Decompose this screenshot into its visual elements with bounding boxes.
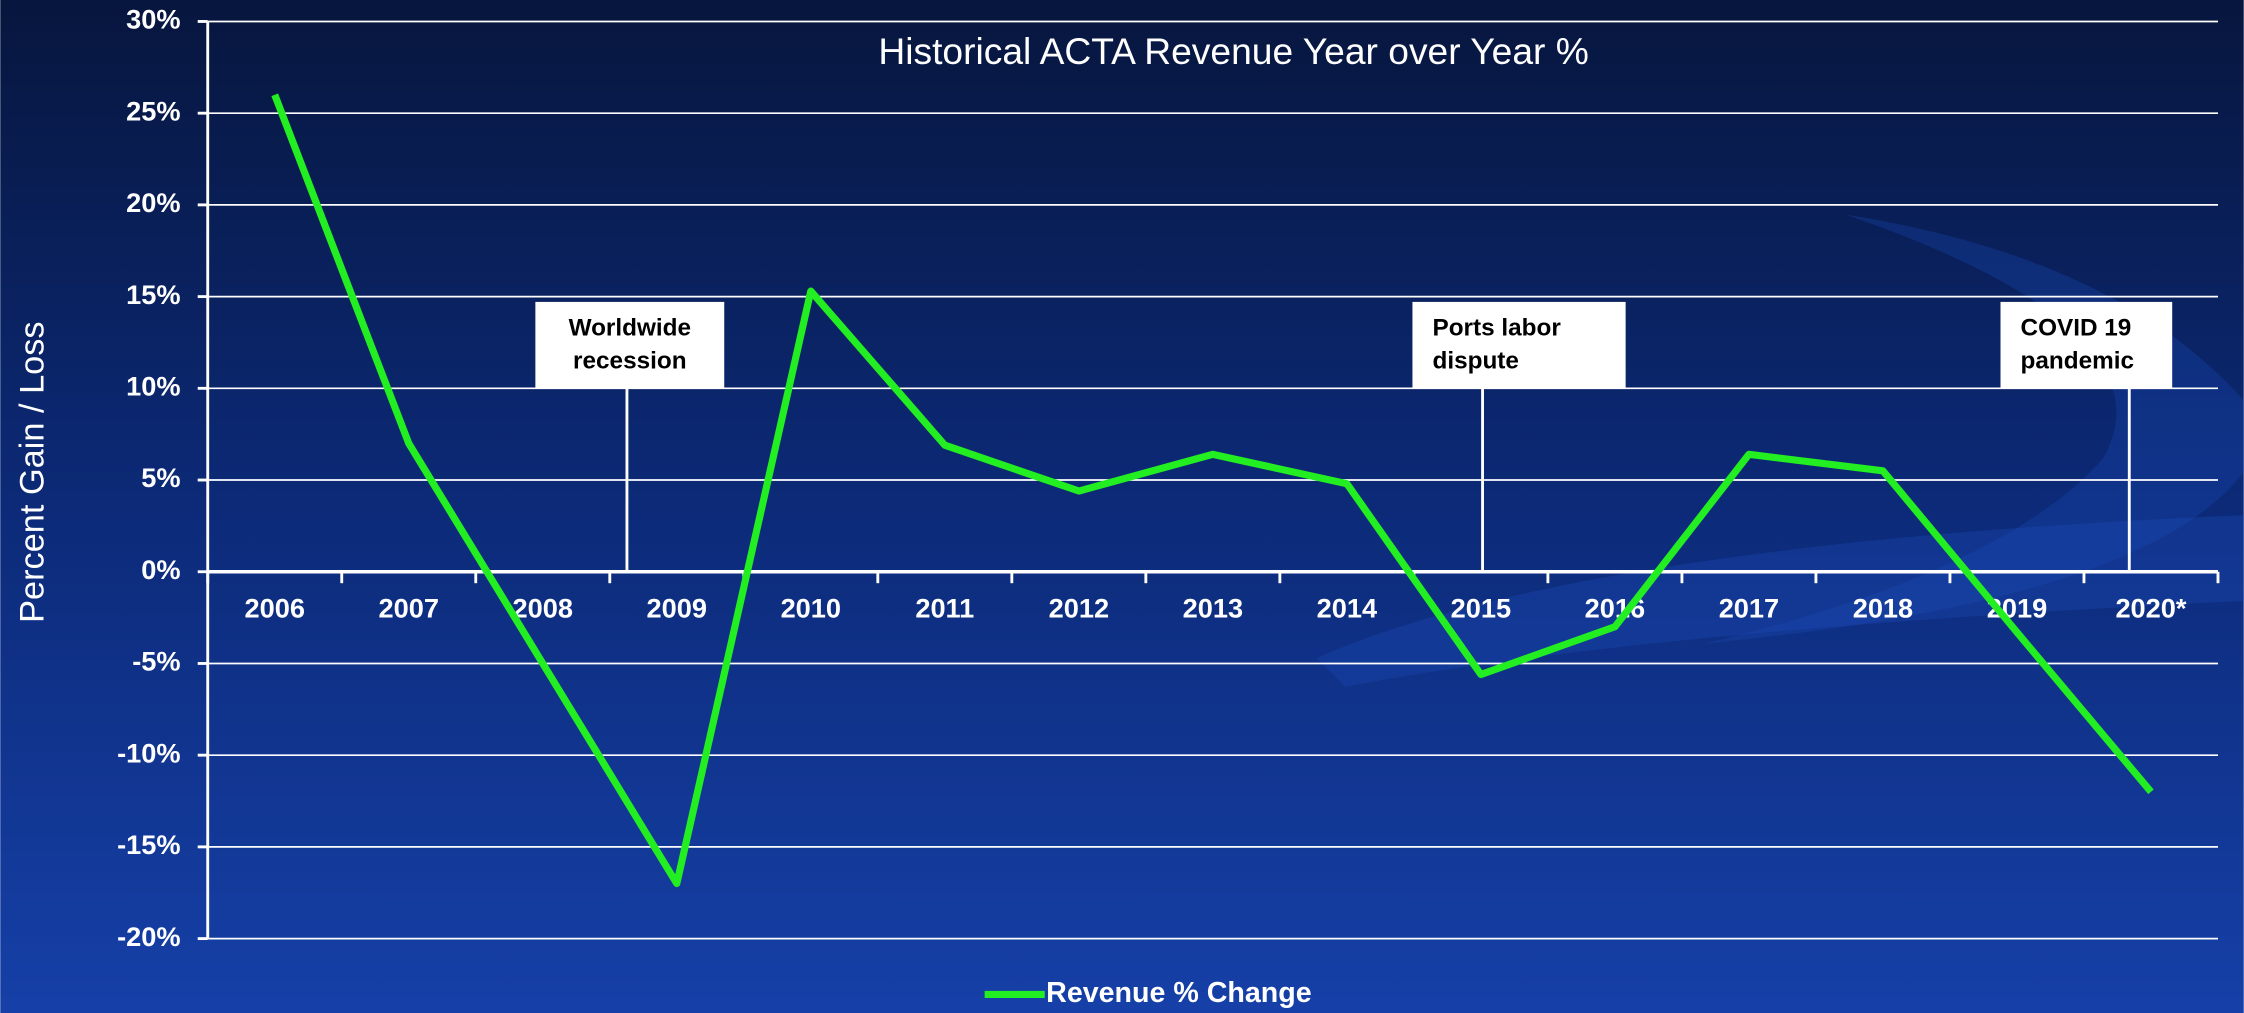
y-tick-label: -10% (117, 737, 180, 768)
x-tick-label: 2013 (1183, 593, 1243, 624)
annotation-text: dispute (1432, 347, 1518, 374)
x-tick-label: 2008 (513, 593, 573, 624)
annotation-text: recession (573, 347, 687, 374)
y-tick-label: 10% (126, 371, 180, 402)
y-tick-label: -15% (117, 829, 180, 860)
x-tick-label: 2011 (915, 593, 974, 624)
x-tick-label: 2007 (379, 593, 439, 624)
legend-label: Revenue % Change (1046, 977, 1312, 1009)
x-tick-label: 2017 (1719, 593, 1779, 624)
y-tick-label: 5% (141, 462, 180, 493)
y-tick-label: 20% (126, 187, 180, 218)
x-tick-label: 2015 (1451, 593, 1511, 624)
chart-title: Historical ACTA Revenue Year over Year % (878, 30, 1588, 72)
y-tick-label: 0% (141, 554, 180, 585)
chart: Historical ACTA Revenue Year over Year %… (0, 0, 2244, 1013)
y-tick-label: -5% (132, 646, 180, 677)
y-tick-label: 30% (126, 4, 180, 35)
background (0, 0, 2243, 1013)
y-tick-label: -20% (117, 921, 180, 952)
y-tick-label: 25% (126, 95, 180, 126)
x-tick-label: 2012 (1049, 593, 1109, 624)
page: Historical ACTA Revenue Year over Year %… (0, 0, 2244, 1013)
x-tick-label: 2020* (2115, 593, 2186, 624)
x-tick-label: 2018 (1853, 593, 1913, 624)
y-tick-label: 15% (126, 279, 180, 310)
annotation-text: Ports labor (1432, 315, 1561, 342)
x-tick-label: 2014 (1317, 593, 1377, 624)
x-tick-label: 2010 (781, 593, 841, 624)
x-tick-label: 2006 (245, 593, 305, 624)
annotation-text: pandemic (2021, 347, 2135, 374)
annotation-text: COVID 19 (2021, 315, 2132, 342)
x-tick-label: 2009 (647, 593, 707, 624)
y-axis-label: Percent Gain / Loss (14, 321, 52, 622)
annotation-text: Worldwide (569, 315, 691, 342)
